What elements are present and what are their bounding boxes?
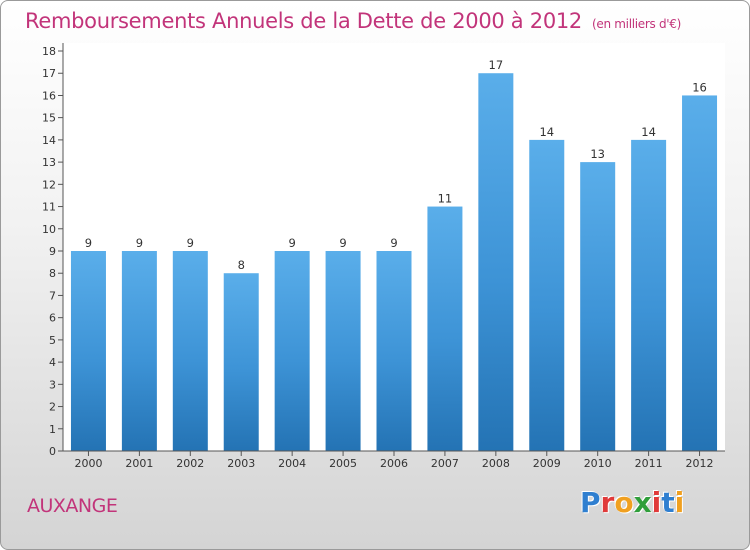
x-tick-label: 2005 [329, 457, 357, 470]
logo-letter: o [614, 486, 634, 519]
bar [274, 251, 310, 451]
place-name: AUXANGE [27, 495, 118, 517]
y-tick-label: 7 [49, 289, 56, 302]
y-tick-label: 4 [49, 356, 56, 369]
bar [427, 206, 463, 451]
title-text: Remboursements Annuels de la Dette de 20… [25, 9, 582, 33]
bar-value-label: 8 [238, 258, 245, 272]
logo-letter: t [661, 486, 675, 519]
bar [325, 251, 361, 451]
logo-letter: r [600, 486, 615, 519]
bar [529, 139, 565, 451]
bar [580, 162, 616, 451]
y-tick-label: 17 [42, 67, 56, 80]
logo-letter: P [580, 486, 601, 519]
y-tick-label: 8 [49, 267, 56, 280]
x-tick-label: 2008 [482, 457, 510, 470]
bar [223, 273, 259, 451]
y-tick-label: 9 [49, 245, 56, 258]
y-tick-label: 0 [49, 445, 56, 458]
bar [121, 251, 157, 451]
bar-value-label: 9 [187, 236, 194, 250]
logo-letter: i [674, 486, 685, 519]
x-tick-label: 2012 [686, 457, 714, 470]
x-tick-label: 2009 [533, 457, 561, 470]
bar [70, 251, 106, 451]
bar-value-label: 9 [136, 236, 143, 250]
bar [172, 251, 208, 451]
y-tick-label: 13 [42, 156, 56, 169]
x-tick-label: 2010 [584, 457, 612, 470]
bar-value-label: 14 [641, 125, 656, 139]
x-tick-label: 2001 [125, 457, 153, 470]
logo-letter: x [633, 486, 652, 519]
bar-value-label: 11 [438, 192, 453, 206]
y-tick-label: 18 [42, 45, 56, 58]
bar [376, 251, 412, 451]
unit-label: (en milliers d'€) [592, 17, 682, 31]
bar-value-label: 14 [539, 125, 554, 139]
y-tick-label: 16 [42, 89, 56, 102]
bar [682, 95, 718, 451]
y-tick-label: 3 [49, 378, 56, 391]
bar-value-label: 9 [85, 236, 92, 250]
proxiti-logo[interactable]: Proxiti [580, 486, 684, 519]
y-tick-label: 10 [42, 223, 56, 236]
y-tick-label: 5 [49, 334, 56, 347]
x-tick-label: 2000 [74, 457, 102, 470]
y-tick-label: 11 [42, 201, 56, 214]
bar [478, 73, 514, 451]
y-tick-label: 15 [42, 112, 56, 125]
y-tick-label: 14 [42, 134, 56, 147]
bar-value-label: 9 [390, 236, 397, 250]
chart-title: Remboursements Annuels de la Dette de 20… [25, 9, 681, 33]
bar-value-label: 9 [288, 236, 295, 250]
x-tick-label: 2003 [227, 457, 255, 470]
y-tick-label: 2 [49, 401, 56, 414]
bar-value-label: 17 [489, 58, 504, 72]
y-tick-label: 1 [49, 423, 56, 436]
y-tick-label: 6 [49, 312, 56, 325]
bar-value-label: 9 [339, 236, 346, 250]
bar-value-label: 16 [692, 80, 707, 94]
bar [631, 139, 667, 451]
logo-letter: i [651, 486, 662, 519]
x-tick-label: 2004 [278, 457, 306, 470]
bar-value-label: 13 [590, 147, 605, 161]
x-tick-label: 2007 [431, 457, 459, 470]
x-tick-label: 2002 [176, 457, 204, 470]
y-tick-label: 12 [42, 178, 56, 191]
x-tick-label: 2006 [380, 457, 408, 470]
x-tick-label: 2011 [635, 457, 663, 470]
